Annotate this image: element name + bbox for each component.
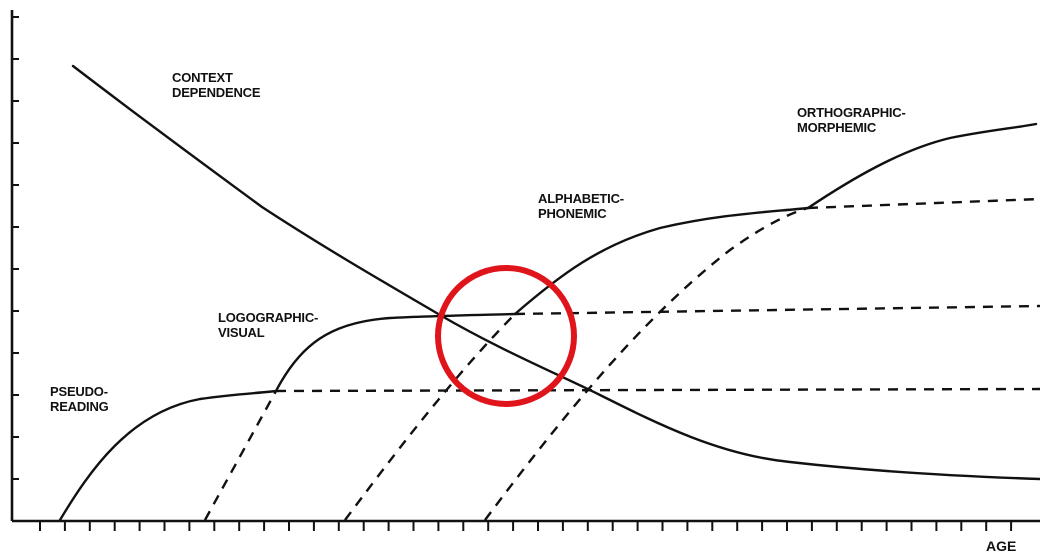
alphabetic-phonemic-curve (513, 206, 810, 316)
orthographic-morphemic-label-line2: MORPHEMIC (797, 120, 877, 135)
logographic-visual-label-line1: LOGOGRAPHIC- (218, 310, 318, 325)
context-dependence-curve (71, 64, 1040, 481)
orthographic-morphemic-label-line1: ORTHOGRAPHIC- (797, 105, 906, 120)
orthographic-morphemic-curve (806, 122, 1038, 210)
orthographic-morphemic-label: ORTHOGRAPHIC- MORPHEMIC (797, 105, 906, 135)
logographic-visual-label-line2: VISUAL (218, 325, 265, 340)
alphabetic-phonemic-label: ALPHABETIC- PHONEMIC (538, 191, 624, 221)
x-axis (12, 519, 1040, 531)
context-dependence-label-line2: DEPENDENCE (172, 85, 261, 100)
pseudo-reading-plateau (275, 387, 1040, 393)
y-axis (10, 10, 19, 521)
pseudo-reading-label-line2: READING (50, 399, 109, 414)
logographic-visual-curve (274, 312, 517, 393)
highlight-circle (435, 265, 577, 407)
logographic-visual-plateau (514, 304, 1040, 316)
orthographic-morphemic-rise-dashed (484, 206, 809, 521)
context-dependence-label-line1: CONTEXT (172, 70, 233, 85)
logographic-visual-label: LOGOGRAPHIC- VISUAL (218, 310, 318, 340)
logographic-visual-rise-dashed (203, 390, 278, 521)
pseudo-reading-label: PSEUDO- READING (50, 384, 109, 414)
alphabetic-phonemic-label-line2: PHONEMIC (538, 206, 607, 221)
alphabetic-phonemic-plateau (807, 197, 1040, 210)
pseudo-reading-curve (58, 389, 278, 522)
context-dependence-label: CONTEXT DEPENDENCE (172, 70, 261, 100)
x-axis-label: AGE (986, 538, 1016, 554)
pseudo-reading-label-line1: PSEUDO- (50, 384, 108, 399)
alphabetic-phonemic-rise-dashed (344, 313, 516, 521)
alphabetic-phonemic-label-line1: ALPHABETIC- (538, 191, 624, 206)
